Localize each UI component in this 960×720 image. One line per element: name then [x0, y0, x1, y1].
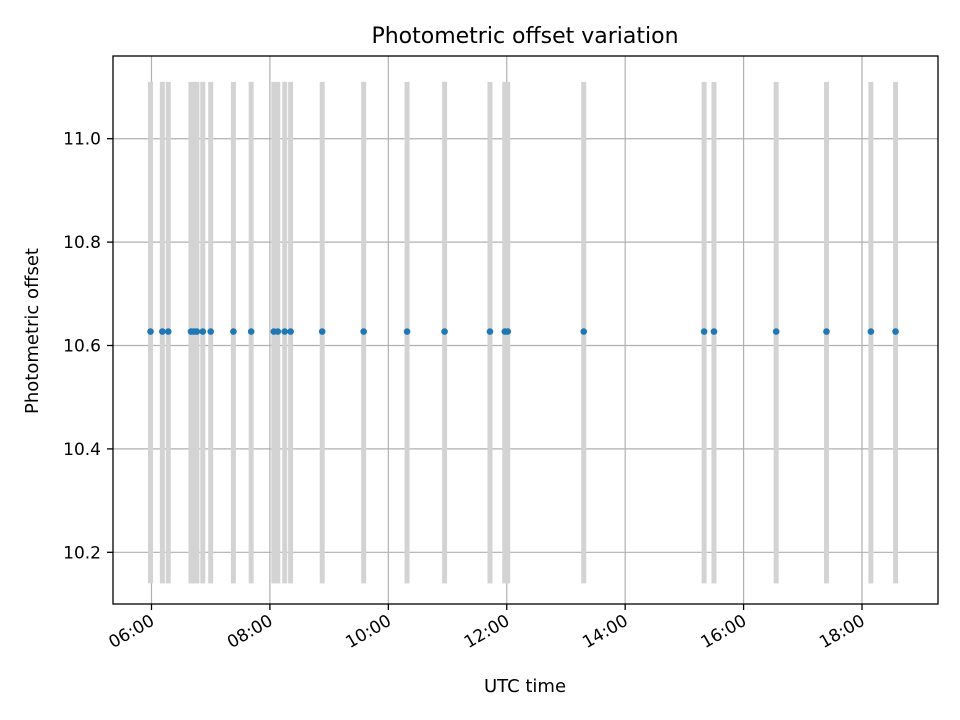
y-tick-label: 10.6 [63, 337, 101, 357]
data-point [159, 328, 166, 335]
data-point [193, 328, 201, 335]
data-point [147, 328, 154, 335]
data-point [486, 328, 494, 335]
data-point [403, 328, 411, 335]
data-point [360, 328, 367, 335]
y-tick-label: 10.8 [63, 233, 101, 253]
y-axis-label: Photometric offset [22, 248, 43, 414]
data-point [274, 328, 282, 335]
data-point [230, 328, 237, 335]
data-point [504, 328, 512, 335]
data-point [199, 328, 207, 335]
chart-title: Photometric offset variation [371, 24, 678, 49]
data-point [823, 328, 830, 335]
data-point [207, 328, 214, 335]
y-tick-label: 10.4 [63, 440, 101, 460]
data-point [892, 328, 899, 335]
data-point [441, 328, 448, 335]
data-point [287, 328, 294, 335]
data-point [867, 328, 875, 335]
data-point [700, 328, 708, 335]
data-point [164, 328, 172, 335]
y-tick-label: 11.0 [63, 130, 101, 150]
data-point [710, 328, 718, 335]
point-layer [147, 328, 899, 335]
data-point [772, 328, 780, 335]
data-point [318, 328, 326, 335]
y-tick-label: 10.2 [63, 543, 101, 563]
data-point [580, 328, 588, 335]
data-point [247, 328, 255, 335]
data-point [281, 328, 289, 335]
x-axis-label: UTC time [484, 676, 566, 697]
plot-frame [112, 55, 939, 605]
